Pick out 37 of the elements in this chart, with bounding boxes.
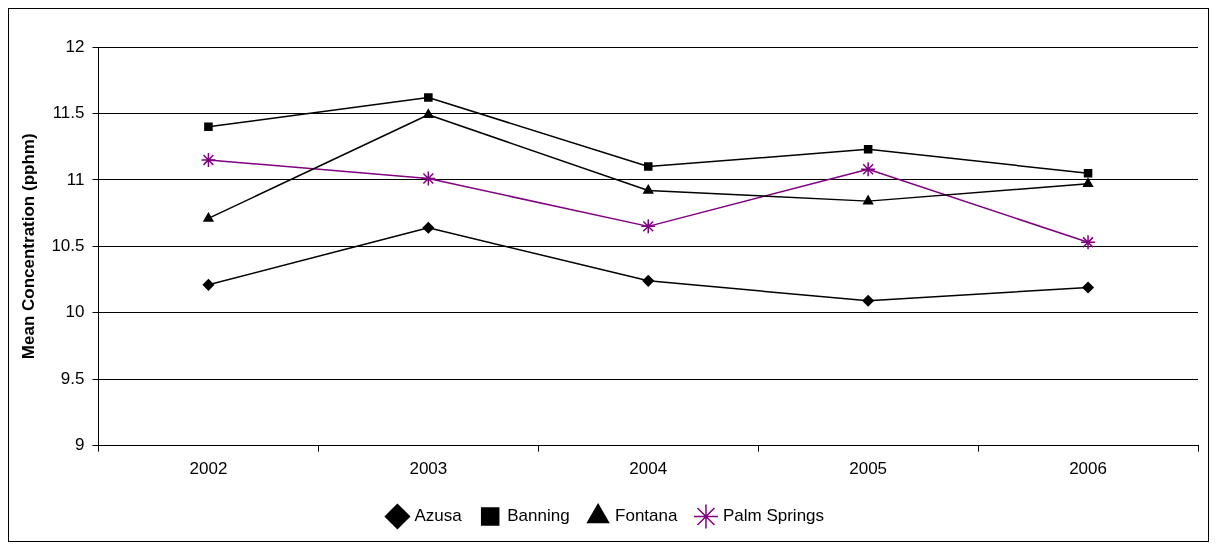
y-tick-label: 12 bbox=[65, 36, 85, 56]
point bbox=[202, 279, 215, 291]
point bbox=[1082, 178, 1094, 188]
x-tick-label: 2003 bbox=[409, 459, 448, 479]
x-tick-label: 2005 bbox=[849, 459, 888, 479]
y-tick-label: 9 bbox=[75, 435, 85, 455]
y-tick-label: 9.5 bbox=[60, 368, 85, 388]
point bbox=[862, 295, 874, 307]
x-tick-label: 2002 bbox=[189, 459, 228, 479]
point bbox=[643, 162, 653, 171]
point bbox=[200, 152, 217, 168]
y-axis-title: Mean Concentration (pphm) bbox=[18, 133, 38, 360]
point bbox=[424, 93, 433, 102]
legend-label: Fontana bbox=[615, 506, 679, 526]
point bbox=[1083, 168, 1093, 178]
y-tick-label: 10.5 bbox=[51, 235, 85, 255]
legend-label: Banning bbox=[507, 506, 570, 526]
y-tick-label: 11 bbox=[66, 169, 85, 189]
point bbox=[204, 122, 213, 132]
point bbox=[422, 221, 435, 234]
point bbox=[423, 109, 434, 119]
point bbox=[1080, 234, 1096, 251]
x-tick-label: 2006 bbox=[1069, 459, 1107, 479]
x-tick-label: 2004 bbox=[629, 459, 668, 479]
point bbox=[642, 275, 654, 287]
point bbox=[203, 212, 214, 222]
point bbox=[1082, 281, 1094, 294]
y-tick-label: 11.5 bbox=[52, 103, 85, 123]
point bbox=[640, 218, 656, 235]
y-tick-label: 10 bbox=[65, 302, 85, 322]
point bbox=[863, 145, 873, 154]
legend-label: Palm Springs bbox=[722, 506, 825, 526]
point bbox=[860, 161, 876, 177]
point bbox=[420, 170, 437, 187]
point bbox=[643, 184, 654, 194]
legend-label: Azusa bbox=[414, 506, 463, 526]
point bbox=[863, 195, 874, 205]
